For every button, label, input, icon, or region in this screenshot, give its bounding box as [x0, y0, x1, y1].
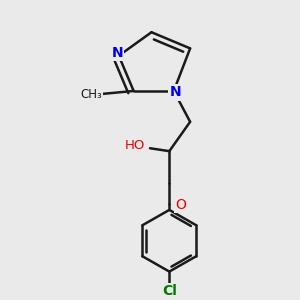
Text: Cl: Cl — [162, 284, 177, 298]
Text: N: N — [112, 46, 123, 60]
Text: O: O — [175, 198, 186, 212]
Text: N: N — [169, 85, 181, 99]
Text: HO: HO — [125, 139, 145, 152]
Text: CH₃: CH₃ — [81, 88, 102, 101]
